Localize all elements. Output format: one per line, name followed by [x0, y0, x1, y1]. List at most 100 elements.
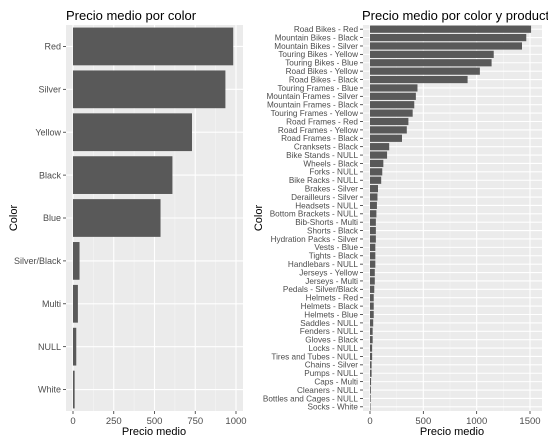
category-label: Fenders - NULL [300, 327, 359, 336]
category-label: Touring Frames - Yellow [271, 109, 358, 118]
category-label: Vests - Blue [314, 243, 358, 252]
bar [370, 327, 373, 335]
bar [370, 193, 378, 201]
chart-color-product-bars [370, 25, 532, 411]
bar [370, 201, 377, 210]
category-label: Touring Bikes - Yellow [278, 50, 358, 59]
bar [370, 361, 372, 369]
category-label: Red [44, 42, 61, 52]
category-label: Mountain Bikes - Silver [274, 42, 358, 51]
category-label: Pedals - Silver/Black [283, 285, 359, 294]
category-label: Helmets - Red [306, 294, 359, 303]
chart-color-xlabel: Precio medio [122, 426, 186, 438]
category-label: Road Bikes - Black [289, 75, 359, 84]
bar [370, 218, 376, 226]
category-label: Jerseys - Multi [305, 277, 358, 286]
x-tick-label: 0 [70, 416, 75, 427]
category-label: Tights - Black [309, 252, 359, 261]
category-label: Brakes - Silver [305, 185, 359, 194]
bar [370, 109, 413, 117]
bar [73, 70, 226, 109]
bar [370, 302, 374, 310]
bar [370, 210, 377, 218]
bar [370, 84, 418, 92]
category-label: Touring Frames - Blue [277, 84, 358, 93]
chart-color: Precio medio por color Red Silver Yellow Bl… [8, 8, 247, 438]
bar [370, 151, 388, 159]
category-label: Helmets - Black [301, 302, 359, 311]
bar [73, 370, 75, 409]
category-label: Touring Bikes - Blue [285, 59, 358, 68]
bar [370, 336, 373, 344]
bar [370, 67, 480, 75]
bar [370, 134, 402, 142]
bar [370, 101, 415, 109]
category-label: Derailleurs - Silver [291, 193, 358, 202]
x-tick-label: 500 [415, 416, 431, 427]
bar [370, 403, 371, 411]
category-label: Cranksets - Black [294, 143, 359, 152]
category-label: Locks - NULL [308, 344, 358, 353]
category-label: Road Bikes - Yellow [286, 67, 358, 76]
category-label: Multi [42, 299, 61, 309]
category-label: Bib-Shorts - Multi [295, 218, 358, 227]
category-label: Road Frames - Black [281, 134, 359, 143]
category-label: White [38, 385, 61, 395]
bar [370, 294, 374, 302]
x-tick-label: 1000 [466, 416, 487, 427]
category-label: Shorts - Black [307, 226, 359, 235]
chart-color-product-xlabel: Precio medio [420, 426, 484, 438]
category-label: Helmets - Blue [304, 310, 358, 319]
category-label: Socks - White [307, 403, 358, 412]
category-label: Silver [38, 84, 61, 94]
chart-color-product-ylabel: Color [253, 205, 265, 232]
bar [370, 386, 371, 394]
bar [370, 126, 407, 134]
chart-color-bars [73, 27, 234, 409]
x-tick-label: 1000 [225, 416, 246, 427]
bar [370, 33, 527, 42]
category-label: Mountain Frames - Silver [267, 92, 359, 101]
chart-color-x-tick-labels: 0 250 500 750 1000 [70, 411, 247, 427]
bar [370, 260, 376, 268]
bar [370, 25, 532, 33]
bar [370, 143, 390, 151]
bar [370, 168, 383, 176]
x-tick-label: 0 [367, 416, 372, 427]
category-label: Wheels - Black [303, 159, 359, 168]
category-label: Gloves - Black [305, 336, 359, 345]
bar [370, 176, 382, 184]
chart-color-product-gridlines [363, 25, 542, 411]
bar [73, 199, 161, 237]
bar [370, 285, 375, 293]
bar [73, 242, 80, 280]
x-tick-label: 500 [147, 416, 163, 427]
bar [73, 27, 234, 66]
bar [370, 319, 374, 327]
bar [370, 310, 374, 319]
bar [370, 117, 409, 126]
bar [370, 75, 468, 84]
category-label: Bottles and Cages - NULL [263, 394, 359, 403]
category-label: Pumps - NULL [304, 369, 358, 378]
category-label: Road Bikes - Red [294, 25, 359, 34]
category-label: Chains - Silver [305, 361, 359, 370]
bar [370, 394, 371, 403]
category-label: Yellow [35, 127, 61, 137]
chart-color-product-x-tick-labels: 0 500 1000 1500 [367, 411, 541, 427]
bar [370, 159, 384, 168]
bar [370, 226, 376, 235]
category-label: Bike Racks - NULL [289, 176, 359, 185]
bar [73, 113, 192, 152]
category-label: Bike Stands - NULL [286, 151, 358, 160]
bar [370, 59, 492, 67]
category-label: Caps - Multi [314, 378, 358, 387]
bar [370, 352, 373, 361]
bar [73, 156, 173, 194]
category-label: Road Frames - Red [286, 117, 358, 126]
bar [370, 235, 376, 243]
category-label: Cleaners - NULL [297, 386, 358, 395]
bar [370, 252, 376, 260]
category-label: Saddles - NULL [300, 319, 358, 328]
bar [370, 369, 372, 377]
